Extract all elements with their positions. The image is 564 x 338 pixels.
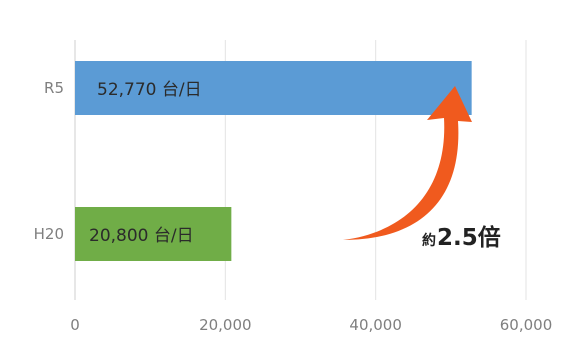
x-tick-label: 40,000 (349, 316, 402, 334)
annotation-prefix: 約 (422, 232, 436, 249)
x-tick-label: 20,000 (199, 316, 252, 334)
bars (75, 61, 472, 261)
growth-annotation: 約 2.5倍 (343, 86, 501, 251)
category-label: R5 (44, 79, 64, 97)
x-axis-tick-labels: 0 20,000 40,000 60,000 (70, 316, 552, 334)
data-labels: 52,770 台/日 20,800 台/日 (89, 80, 202, 246)
category-labels: R5 H20 (34, 79, 64, 243)
category-label: H20 (34, 225, 64, 243)
bar (75, 61, 472, 115)
annotation-value: 2.5倍 (437, 224, 501, 251)
x-tick-label: 60,000 (500, 316, 553, 334)
data-label: 52,770 台/日 (97, 80, 202, 100)
growth-arrow (343, 86, 472, 240)
bar (75, 207, 232, 261)
x-tick-label: 0 (70, 316, 80, 334)
data-label: 20,800 台/日 (89, 226, 194, 246)
